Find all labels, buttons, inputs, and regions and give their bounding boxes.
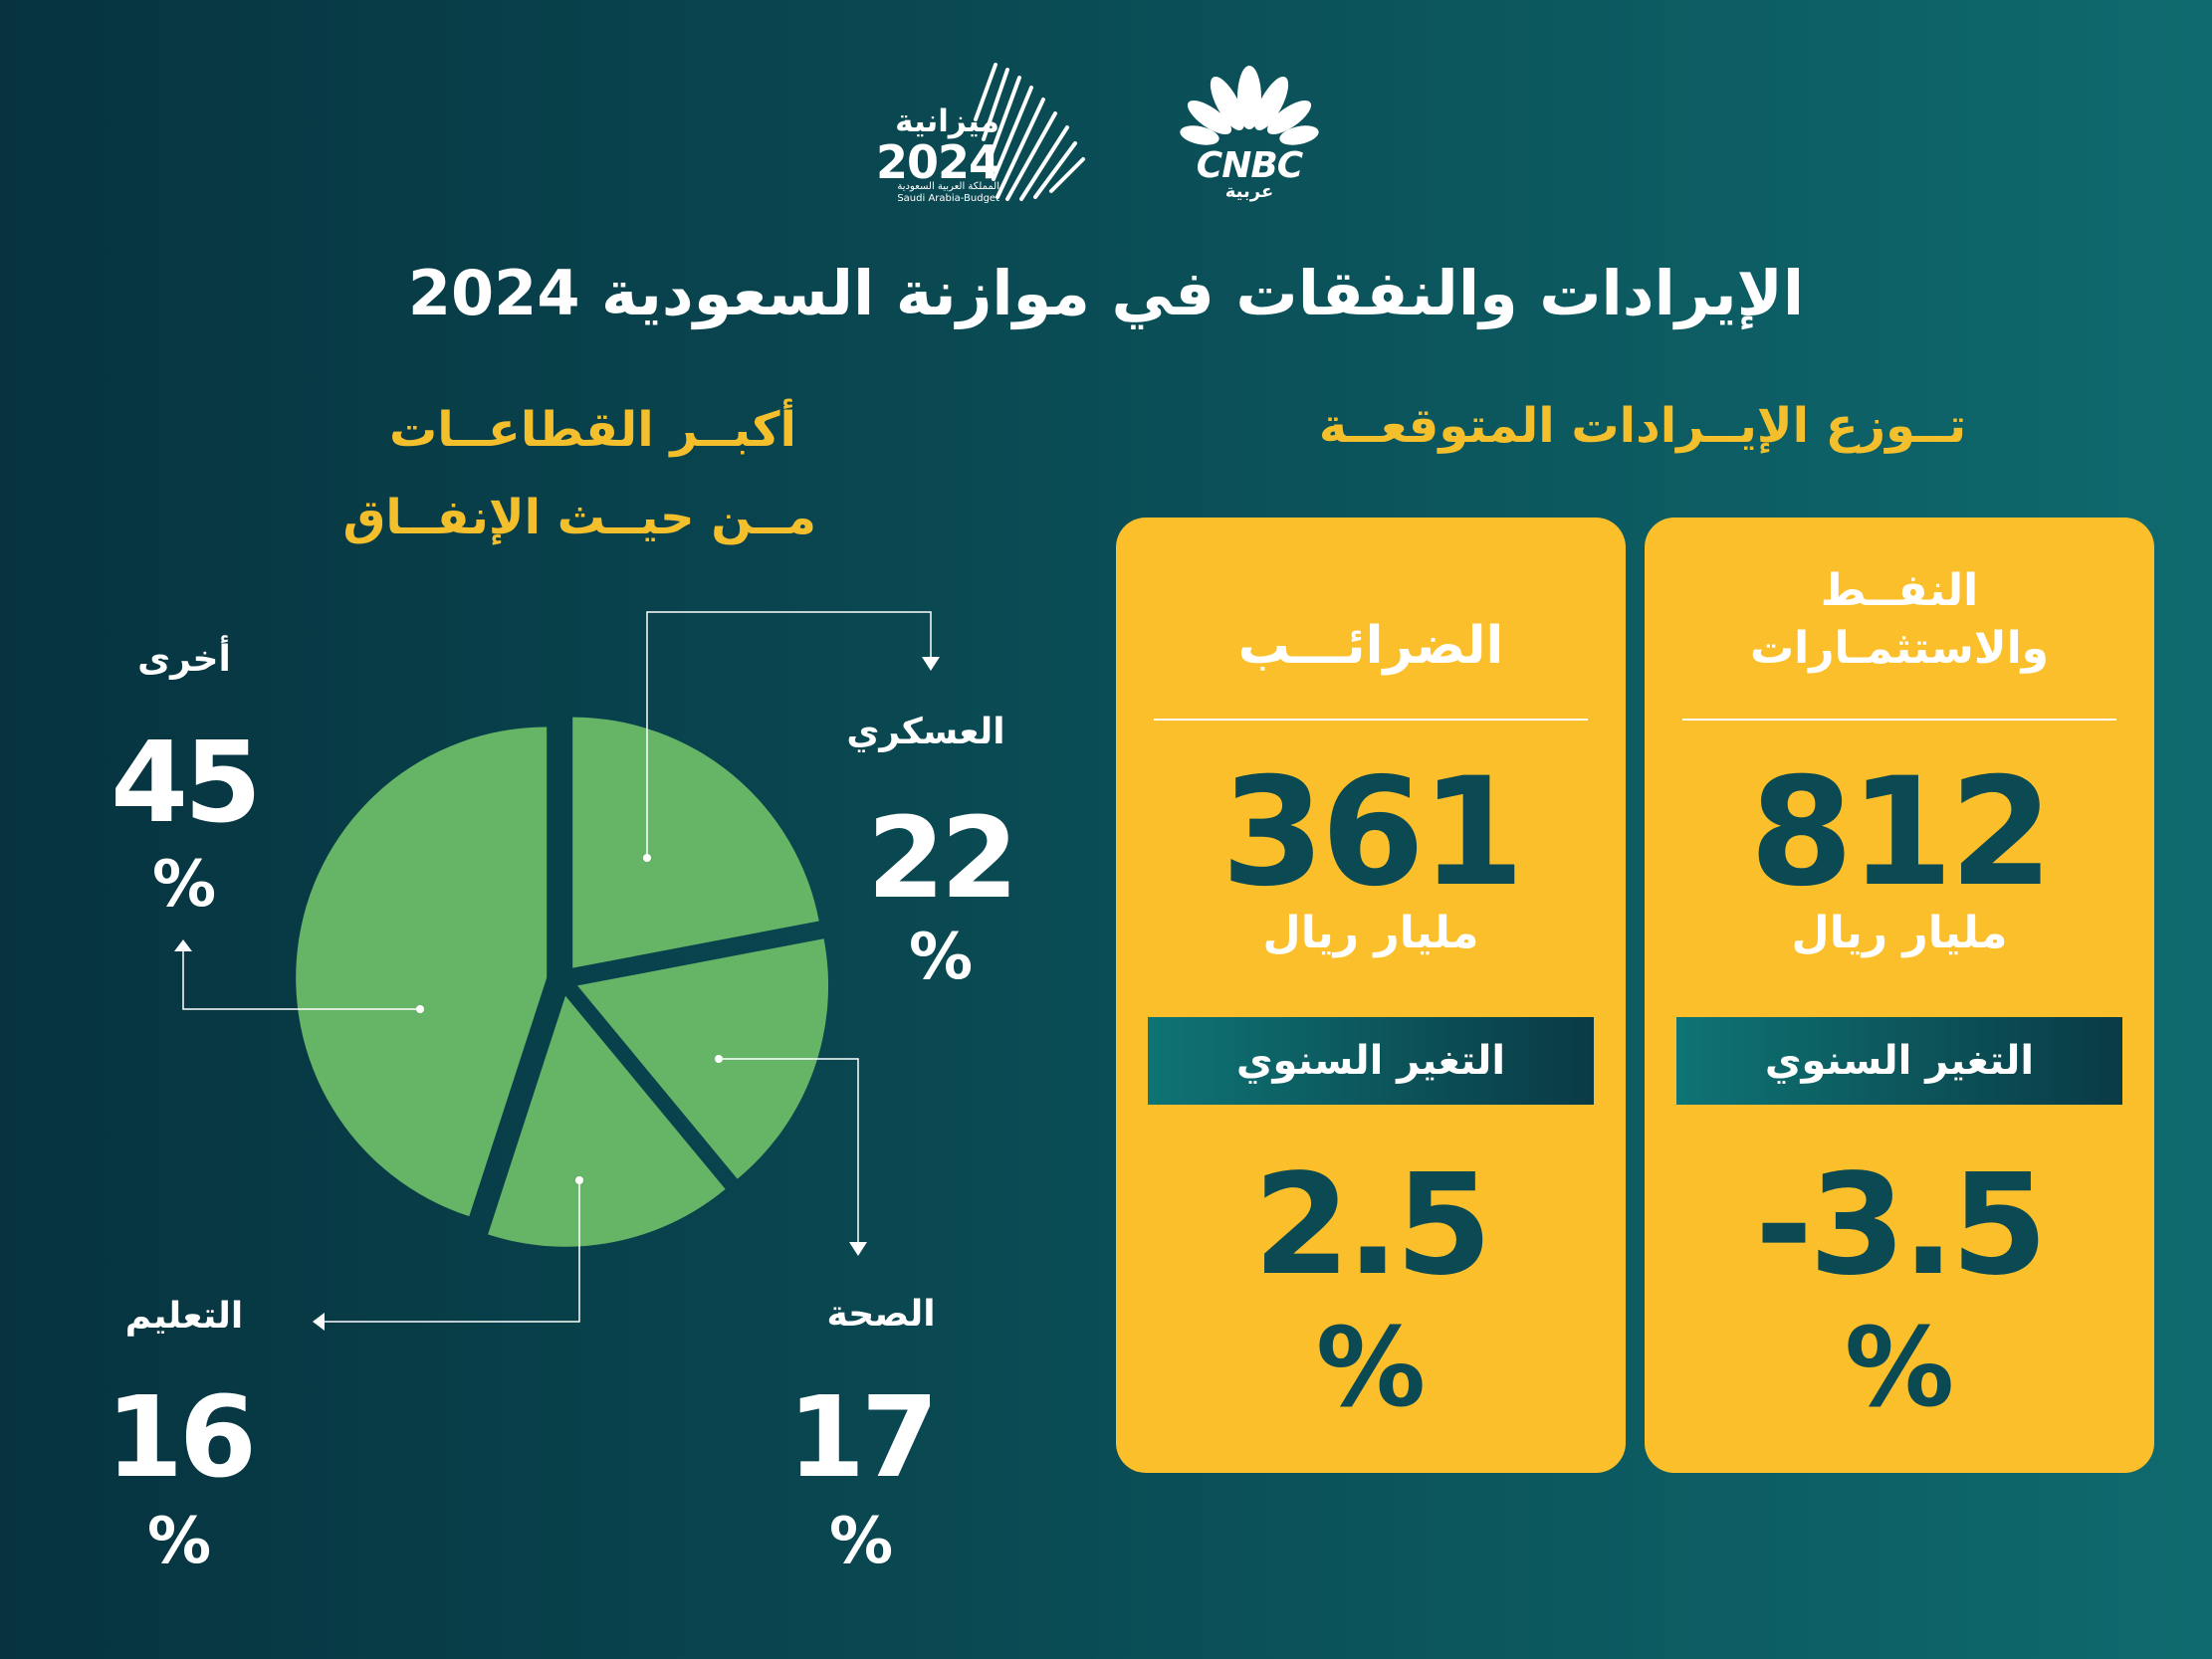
budget-logo-word: ميزانية [895,104,999,139]
leader-lines [182,611,932,1323]
sector-value-military: 22 [867,794,1018,924]
sector-name-education: التعليم [124,1296,244,1337]
leader-line-education [325,1180,580,1323]
cnbc-wordmark: CNBC [1196,145,1303,186]
annual-change-percent: % [1315,1304,1427,1431]
card-divider [1682,719,2116,721]
card-divider [1154,719,1588,721]
cnbc-arabic-wordmark: عربية [1224,181,1274,202]
leader-dot-education [575,1176,583,1184]
leader-line-other [182,951,420,1010]
sectors-heading: أكبــر القطاعــات [388,402,796,458]
sector-name-other: أخرى [137,639,231,680]
cnbc-peacock-icon [1180,66,1319,145]
arrow-military [922,657,940,671]
leader-line-health [719,1058,859,1242]
budget-logo-subtitle-ar: المملكة العربية السعودية [897,181,999,192]
sector-percent-health: % [828,1505,894,1578]
sector-value-health: 17 [787,1373,939,1503]
pie-slice-education [488,995,726,1247]
budget-2024-logo [974,63,1085,201]
oil-investments-card: النفــط والاستثمـارات 812 مليار ريال الت… [1645,518,2154,1473]
revenues-heading: تــوزع الإيــرادات المتوقعــة [1318,398,1967,454]
card-unit: مليار ريال [1262,908,1479,958]
card-value: 361 [1220,746,1524,920]
card-label-line2: والاستثمـارات [1749,623,2050,674]
sector-name-military: العسكري [846,712,1005,752]
annual-change-percent: % [1844,1304,1955,1431]
annual-change-label: التغير السنوي [1676,1017,2122,1105]
card-label: الضرائـــب [1237,616,1504,676]
leader-dot-military [643,854,651,862]
leader-dot-health [715,1055,723,1063]
pie-slice-health [577,938,829,1179]
page-title: الإيرادات والنفقات في موازنة السعودية 20… [407,257,1805,329]
leader-dot-other [416,1005,424,1013]
leader-line-military [646,611,932,858]
pie-slice-military [572,717,819,968]
sector-percent-military: % [908,921,974,994]
pie-slice-other [296,726,548,1217]
arrow-other [174,939,192,951]
sector-value-education: 16 [106,1373,257,1503]
card-value: 812 [1749,746,2053,920]
sector-percent-other: % [151,848,217,922]
annual-change-value: 2.5 [1252,1144,1492,1307]
taxes-card: الضرائـــب 361 مليار ريال التغير السنوي … [1116,518,1626,1473]
budget-logo-subtitle-en: Saudi Arabia-Budget [897,193,999,204]
annual-change-label: التغير السنوي [1148,1017,1594,1105]
card-label: النفــط [1820,565,1979,616]
card-unit: مليار ريال [1791,908,2008,958]
sectors-heading-line2: مــن حيــث الإنفــاق [342,490,816,545]
arrow-education [313,1313,325,1331]
sector-value-other: 45 [111,719,262,848]
annual-change-value: -3.5 [1754,1144,2048,1307]
budget-logo-year: 2024 [876,135,1000,189]
sector-name-health: الصحة [826,1294,936,1335]
sector-percent-education: % [146,1505,212,1578]
arrow-health [849,1242,867,1256]
